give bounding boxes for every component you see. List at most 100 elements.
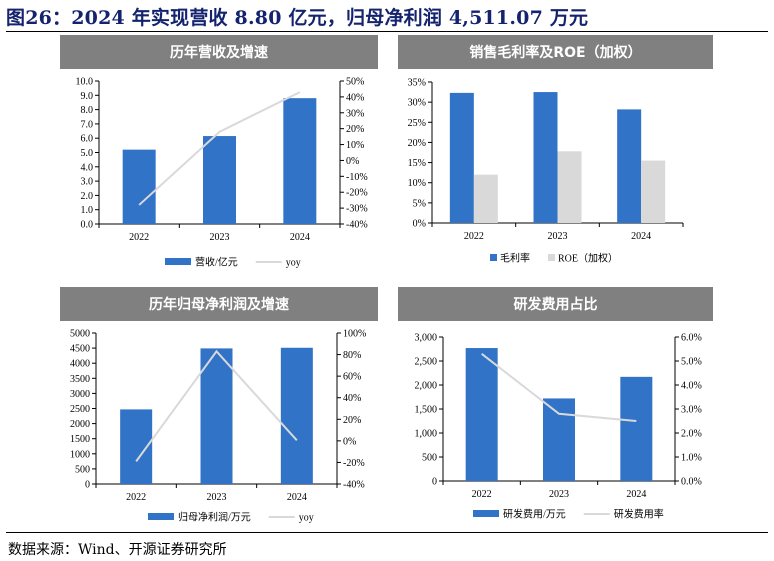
y-tick-label-right: -40% xyxy=(346,220,368,231)
y-tick-label-left: 3000 xyxy=(70,389,90,400)
bar-ROE（加权） xyxy=(557,151,582,223)
x-tick-label: 2023 xyxy=(207,492,227,503)
y-tick-label-left: 1,500 xyxy=(415,405,438,416)
y-tick-label-left: 2,000 xyxy=(415,381,438,392)
x-tick-label: 2024 xyxy=(290,232,310,243)
bar-毛利率 xyxy=(533,92,558,223)
y-tick-label-left: 3.0 xyxy=(81,177,94,188)
bar-研发费用/万元 xyxy=(465,348,498,481)
y-tick-label-right: -40% xyxy=(343,480,365,491)
y-tick-label-left: 5.0 xyxy=(81,148,94,159)
chart-header-net-profit: 历年归母净利润及增速 xyxy=(60,287,378,321)
legend-swatch-bar xyxy=(148,513,174,520)
y-tick-label-left: 4000 xyxy=(70,359,90,370)
y-tick-label-left: 5000 xyxy=(70,329,90,340)
y-tick-label-left: 2000 xyxy=(70,419,90,430)
y-tick-label-right: 20% xyxy=(346,124,364,135)
y-tick-label-left: 3500 xyxy=(70,374,90,385)
bar-营收/亿元 xyxy=(283,98,317,224)
legend-item: 毛利率 xyxy=(490,252,530,265)
x-tick-label: 2022 xyxy=(464,231,484,242)
y-tick-label-right: 0% xyxy=(343,436,356,447)
y-tick-label-left: 5% xyxy=(413,198,426,209)
x-tick-label: 2024 xyxy=(287,492,307,503)
bar-毛利率 xyxy=(449,92,474,224)
line-yoy xyxy=(135,349,298,462)
bar-归母净利润/万元 xyxy=(200,348,233,484)
legend-label: ROE（加权） xyxy=(558,252,618,265)
x-tick-label: 2022 xyxy=(472,489,492,500)
legend-item: 归母净利润/万元 xyxy=(148,511,251,524)
legend-label: 毛利率 xyxy=(500,252,530,265)
y-tick-label-right: 30% xyxy=(346,108,364,119)
y-tick-label-left: 3,000 xyxy=(415,333,438,344)
y-tick-label-right: 0.0% xyxy=(681,477,702,488)
chart-header-revenue: 历年营收及增速 xyxy=(60,35,378,69)
legend-label: 研发费用率 xyxy=(614,508,664,521)
y-tick-label-right: 50% xyxy=(346,77,364,88)
y-tick-label-left: 7.0 xyxy=(81,119,94,130)
legend-swatch-bar xyxy=(473,510,499,517)
y-tick-label-right: 20% xyxy=(343,415,361,426)
chart-header-margin-roe: 销售毛利率及ROE（加权） xyxy=(398,35,713,69)
y-tick-label-left: 25% xyxy=(408,118,426,129)
y-tick-label-left: 9.0 xyxy=(81,91,94,102)
line-研发费用率 xyxy=(481,353,637,422)
legend-swatch-bar xyxy=(490,254,497,261)
legend-item: 营收/亿元 xyxy=(165,256,238,269)
y-tick-label-left: 1500 xyxy=(70,434,90,445)
legend-item: 研发费用/万元 xyxy=(473,508,566,521)
y-tick-label-right: 40% xyxy=(346,92,364,103)
y-tick-label-right: 2.0% xyxy=(681,429,702,440)
y-tick-label-left: 500 xyxy=(75,464,90,475)
chart-header-rd: 研发费用占比 xyxy=(398,287,713,321)
legend-item: 研发费用率 xyxy=(583,508,664,521)
legend-item: yoy xyxy=(255,258,301,269)
legend-item: ROE（加权） xyxy=(548,252,618,265)
y-tick-label-right: -30% xyxy=(346,204,368,215)
y-tick-label-right: 100% xyxy=(343,329,366,340)
y-tick-label-right: 4.0% xyxy=(681,381,702,392)
legend-label: 研发费用/万元 xyxy=(503,508,566,521)
y-tick-label-right: 6.0% xyxy=(681,333,702,344)
y-tick-label-left: 1000 xyxy=(70,449,90,460)
x-tick-label: 2022 xyxy=(126,492,146,503)
legend-swatch-bar xyxy=(165,258,191,265)
y-tick-label-right: -20% xyxy=(343,458,365,469)
y-tick-label-right: 40% xyxy=(343,393,361,404)
y-tick-label-left: 10.0 xyxy=(76,77,94,88)
legend-label: yoy xyxy=(299,513,314,524)
y-tick-label-left: 4.0 xyxy=(81,162,94,173)
source-note: 数据来源：Wind、开源证券研究所 xyxy=(8,542,227,558)
y-tick-label-right: -10% xyxy=(346,172,368,183)
y-tick-label-left: 30% xyxy=(408,98,426,109)
y-tick-label-left: 20% xyxy=(408,138,426,149)
legend-label: 归母净利润/万元 xyxy=(178,511,251,524)
y-tick-label-left: 0 xyxy=(85,480,90,491)
y-tick-label-left: 10% xyxy=(408,178,426,189)
y-tick-label-right: 3.0% xyxy=(681,405,702,416)
bar-ROE（加权） xyxy=(473,174,498,223)
y-tick-label-left: 15% xyxy=(408,158,426,169)
bar-研发费用/万元 xyxy=(620,376,653,481)
bar-ROE（加权） xyxy=(641,160,666,223)
bar-毛利率 xyxy=(617,109,642,223)
chart-1: 0.0 1.0 2.0 3.0 4.0 5.0 6.0 7.0 8.0 9.0 10.0 -40% -3… xyxy=(76,77,368,269)
x-tick-label: 2024 xyxy=(631,231,651,242)
bar-归母净利润/万元 xyxy=(280,347,313,484)
y-tick-label-left: 0 xyxy=(432,477,437,488)
legend-swatch-bar xyxy=(548,254,555,261)
legend-label: 营收/亿元 xyxy=(195,256,238,269)
y-tick-label-right: 80% xyxy=(343,350,361,361)
chart-3: 0 500 1000 1500 2000 2500 3000 3500 4000 4500 5000… xyxy=(70,329,366,524)
y-tick-label-right: 10% xyxy=(346,140,364,151)
y-tick-label-left: 2500 xyxy=(70,404,90,415)
x-tick-label: 2023 xyxy=(210,232,230,243)
x-tick-label: 2024 xyxy=(626,489,646,500)
x-tick-label: 2023 xyxy=(548,231,568,242)
y-tick-label-right: 0% xyxy=(346,156,359,167)
y-tick-label-left: 2,500 xyxy=(415,357,438,368)
figure-title: 图26：2024 年实现营收 8.80 亿元，归母净利润 4,511.07 万元 xyxy=(6,7,589,29)
legend-label: yoy xyxy=(286,258,301,269)
y-tick-label-right: 1.0% xyxy=(681,453,702,464)
